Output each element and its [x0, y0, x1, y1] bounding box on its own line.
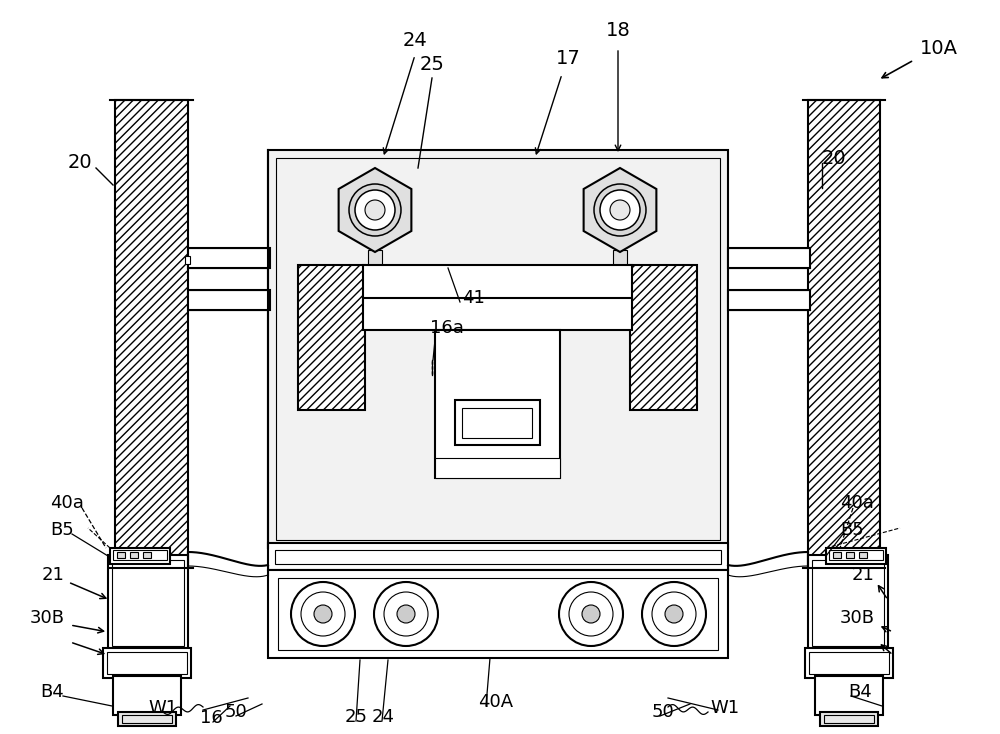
Text: 18: 18 — [606, 21, 630, 40]
Circle shape — [594, 184, 646, 236]
Text: 25: 25 — [420, 56, 444, 74]
Bar — [298, 265, 365, 410]
Bar — [143, 552, 151, 558]
Bar — [112, 560, 184, 646]
Text: 30B: 30B — [30, 609, 65, 627]
Circle shape — [559, 582, 623, 646]
Text: 50: 50 — [225, 703, 248, 721]
Bar — [185, 256, 190, 264]
Bar — [435, 458, 560, 478]
Circle shape — [365, 200, 385, 220]
Bar — [188, 290, 270, 310]
Bar — [808, 100, 880, 568]
Text: W1: W1 — [148, 699, 177, 717]
Text: B5: B5 — [840, 521, 864, 539]
Bar — [117, 552, 125, 558]
Bar — [833, 552, 841, 558]
Text: 40A: 40A — [478, 693, 513, 711]
Bar — [122, 715, 172, 723]
Bar — [728, 290, 810, 310]
Bar — [118, 712, 176, 726]
Circle shape — [665, 605, 683, 623]
Bar — [268, 150, 728, 548]
Circle shape — [314, 605, 332, 623]
Text: 40a: 40a — [840, 494, 874, 512]
Bar — [815, 676, 883, 715]
Bar — [113, 550, 167, 560]
Text: 40a: 40a — [50, 494, 84, 512]
Bar — [115, 100, 188, 568]
Circle shape — [610, 200, 630, 220]
Text: 17: 17 — [556, 48, 580, 68]
Bar — [728, 248, 810, 268]
Circle shape — [600, 190, 640, 230]
Bar — [275, 550, 721, 564]
Text: 16: 16 — [200, 709, 223, 727]
Bar — [110, 548, 170, 564]
Bar — [613, 250, 627, 300]
Bar — [462, 408, 532, 438]
Text: 41: 41 — [462, 289, 485, 307]
Text: 21: 21 — [42, 566, 65, 584]
Bar — [276, 158, 720, 540]
Circle shape — [397, 605, 415, 623]
Bar — [809, 652, 889, 674]
Bar — [268, 543, 728, 570]
Bar — [363, 265, 632, 303]
Circle shape — [374, 582, 438, 646]
Bar — [829, 550, 883, 560]
Bar — [808, 555, 888, 650]
Text: 24: 24 — [372, 708, 395, 726]
Bar — [812, 560, 884, 646]
Circle shape — [291, 582, 355, 646]
Bar — [268, 570, 728, 658]
Bar — [455, 400, 540, 445]
Circle shape — [652, 592, 696, 636]
Bar — [188, 248, 270, 268]
Circle shape — [355, 190, 395, 230]
Circle shape — [582, 605, 600, 623]
Circle shape — [384, 592, 428, 636]
Bar — [805, 648, 893, 678]
Circle shape — [301, 592, 345, 636]
Bar — [278, 578, 718, 650]
Bar — [130, 552, 138, 558]
Polygon shape — [584, 168, 656, 252]
Bar — [630, 265, 697, 410]
Text: B4: B4 — [40, 683, 64, 701]
Bar — [368, 250, 382, 300]
Text: 20: 20 — [822, 148, 847, 167]
Text: B4: B4 — [848, 683, 872, 701]
Bar — [103, 648, 191, 678]
Bar — [435, 330, 560, 478]
Text: B5: B5 — [50, 521, 74, 539]
Bar — [113, 676, 181, 715]
Text: W1: W1 — [710, 699, 739, 717]
Bar — [107, 652, 187, 674]
Bar — [846, 552, 854, 558]
Text: 24: 24 — [403, 31, 427, 49]
Bar — [108, 555, 188, 650]
Circle shape — [569, 592, 613, 636]
Text: 50: 50 — [652, 703, 675, 721]
Text: 16a: 16a — [430, 319, 464, 337]
Text: 25: 25 — [345, 708, 368, 726]
Bar — [826, 548, 886, 564]
Text: 21: 21 — [852, 566, 875, 584]
Bar — [859, 552, 867, 558]
Text: 20: 20 — [68, 153, 93, 172]
Text: 30B: 30B — [840, 609, 875, 627]
Bar — [820, 712, 878, 726]
Circle shape — [642, 582, 706, 646]
Text: 10A: 10A — [920, 38, 958, 57]
Polygon shape — [339, 168, 411, 252]
Circle shape — [349, 184, 401, 236]
Bar — [824, 715, 874, 723]
Bar — [363, 298, 632, 330]
